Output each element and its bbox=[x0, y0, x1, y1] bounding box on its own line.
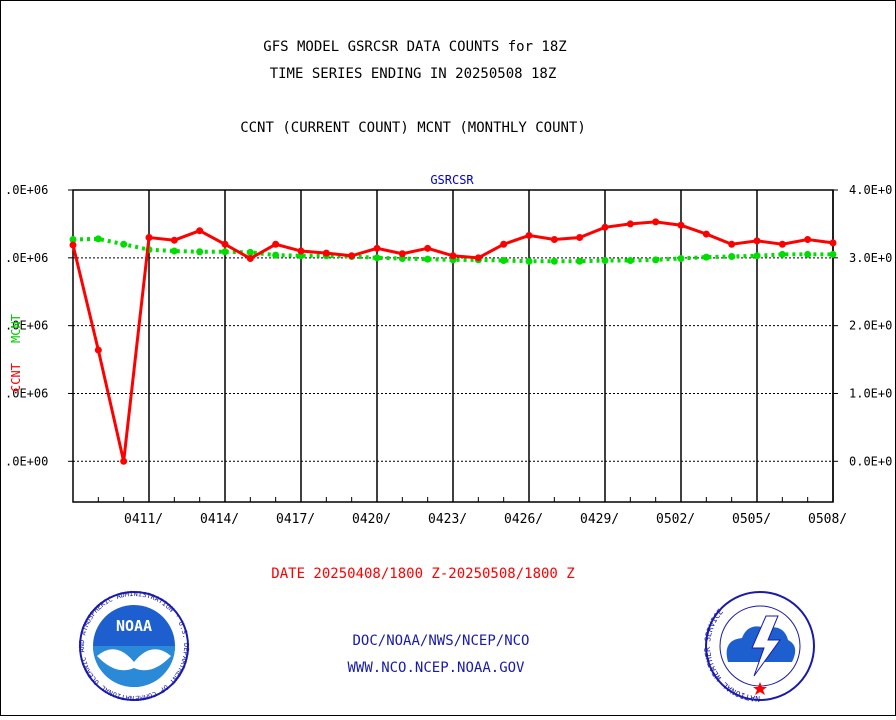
left-tick-label: .0E+06 bbox=[5, 251, 48, 265]
mcnt-point bbox=[728, 252, 736, 260]
mcnt-point bbox=[170, 247, 178, 255]
ccnt-point bbox=[702, 230, 710, 238]
right-tick-label: 2.0E+0 bbox=[849, 319, 892, 333]
mcnt-point bbox=[829, 250, 837, 258]
left-tick-label: .0E+06 bbox=[5, 386, 48, 400]
left-tick-label: .0E+06 bbox=[5, 183, 48, 197]
mcnt-series bbox=[69, 235, 837, 265]
ccnt-point bbox=[728, 240, 736, 248]
ccnt-point bbox=[550, 236, 558, 244]
mcnt-point bbox=[525, 257, 533, 265]
left-axis-ticks: .0E+06 .0E+06 .0E+06 .0E+06 .0E+00 bbox=[5, 183, 73, 468]
right-tick-label: 1.0E+0 bbox=[849, 386, 892, 400]
mcnt-point bbox=[778, 250, 786, 258]
ccnt-point bbox=[601, 223, 609, 231]
ccnt-point bbox=[525, 231, 533, 239]
star-icon bbox=[753, 682, 767, 695]
ccnt-point bbox=[753, 237, 761, 245]
ylabel-mcnt: MCNT bbox=[9, 314, 23, 343]
ccnt-point bbox=[449, 252, 457, 260]
ccnt-point bbox=[626, 220, 634, 228]
ylabel-ccnt: CCNT bbox=[9, 363, 23, 392]
right-tick-label: 0.0E+0 bbox=[849, 454, 892, 468]
date-range: DATE 20250408/1800 Z-20250508/1800 Z bbox=[271, 566, 574, 582]
mcnt-point bbox=[424, 255, 432, 263]
mcnt-point bbox=[272, 251, 280, 259]
mcnt-point bbox=[626, 257, 634, 265]
mcnt-point bbox=[804, 250, 812, 258]
x-axis-ticks: 0411/0414/0417/0420/0423/0426/0429/0502/… bbox=[72, 497, 847, 527]
noaa-text: NOAA bbox=[116, 617, 152, 635]
ccnt-point bbox=[500, 240, 508, 248]
ccnt-point bbox=[677, 221, 685, 229]
mcnt-point bbox=[120, 240, 128, 248]
ccnt-point bbox=[246, 255, 254, 263]
x-tick-label: 0414/ bbox=[200, 512, 239, 527]
ccnt-point bbox=[221, 240, 229, 248]
left-tick-label: .0E+00 bbox=[5, 454, 48, 468]
mcnt-point bbox=[246, 248, 254, 256]
x-tick-label: 0508/ bbox=[808, 512, 847, 527]
ccnt-point bbox=[348, 252, 356, 260]
mcnt-point bbox=[550, 257, 558, 265]
mcnt-point bbox=[576, 257, 584, 265]
series-layer bbox=[69, 218, 837, 465]
ccnt-series bbox=[69, 218, 837, 465]
x-tick-label: 0411/ bbox=[124, 512, 163, 527]
ccnt-point bbox=[576, 233, 584, 241]
chart-title-line1: GFS MODEL GSRCSR DATA COUNTS for 18Z bbox=[263, 39, 566, 55]
mcnt-point bbox=[702, 253, 710, 261]
ccnt-point bbox=[272, 240, 280, 248]
mcnt-point bbox=[677, 255, 685, 263]
x-tick-label: 0417/ bbox=[276, 512, 315, 527]
ccnt-point bbox=[69, 241, 77, 249]
ccnt-point bbox=[424, 244, 432, 252]
footer-org: DOC/NOAA/NWS/NCEP/NCO bbox=[352, 633, 529, 649]
ccnt-point bbox=[778, 240, 786, 248]
x-gridlines bbox=[148, 190, 834, 502]
right-axis-ticks: 4.0E+0 3.0E+0 2.0E+0 1.0E+0 0.0E+0 bbox=[833, 183, 892, 468]
mcnt-point bbox=[69, 236, 77, 244]
right-tick-label: 3.0E+0 bbox=[849, 251, 892, 265]
ccnt-point bbox=[170, 236, 178, 244]
mcnt-point bbox=[221, 248, 229, 256]
mcnt-point bbox=[601, 257, 609, 265]
ccnt-point bbox=[322, 249, 330, 257]
x-tick-label: 0502/ bbox=[656, 512, 695, 527]
right-tick-label: 4.0E+0 bbox=[849, 183, 892, 197]
plot-label: GSRCSR bbox=[430, 173, 474, 187]
ccnt-point bbox=[804, 236, 812, 244]
ccnt-point bbox=[120, 457, 128, 465]
ccnt-point bbox=[652, 218, 660, 226]
chart-title-line2: TIME SERIES ENDING IN 20250508 18Z bbox=[270, 66, 557, 82]
mcnt-point bbox=[196, 248, 204, 256]
x-tick-label: 0420/ bbox=[352, 512, 391, 527]
ccnt-point bbox=[145, 233, 153, 241]
chart-subtitle: CCNT (CURRENT COUNT) MCNT (MONTHLY COUNT… bbox=[240, 120, 586, 136]
nws-logo-icon: NATIONAL WEATHER SERVICE bbox=[703, 591, 815, 703]
mcnt-point bbox=[94, 235, 102, 243]
mcnt-point bbox=[652, 256, 660, 264]
ccnt-point bbox=[196, 227, 204, 235]
x-tick-label: 0426/ bbox=[504, 512, 543, 527]
left-tick-label: .0E+06 bbox=[5, 319, 48, 333]
ccnt-point bbox=[297, 247, 305, 255]
x-tick-label: 0429/ bbox=[580, 512, 619, 527]
footer-url: WWW.NCO.NCEP.NOAA.GOV bbox=[347, 660, 525, 676]
ccnt-point bbox=[829, 239, 837, 247]
mcnt-point bbox=[500, 257, 508, 265]
ccnt-point bbox=[94, 346, 102, 354]
ccnt-point bbox=[474, 254, 482, 262]
mcnt-point bbox=[753, 252, 761, 260]
mcnt-point bbox=[373, 254, 381, 262]
x-tick-label: 0505/ bbox=[732, 512, 771, 527]
x-tick-label: 0423/ bbox=[428, 512, 467, 527]
ccnt-point bbox=[398, 250, 406, 258]
ccnt-point bbox=[373, 244, 381, 252]
